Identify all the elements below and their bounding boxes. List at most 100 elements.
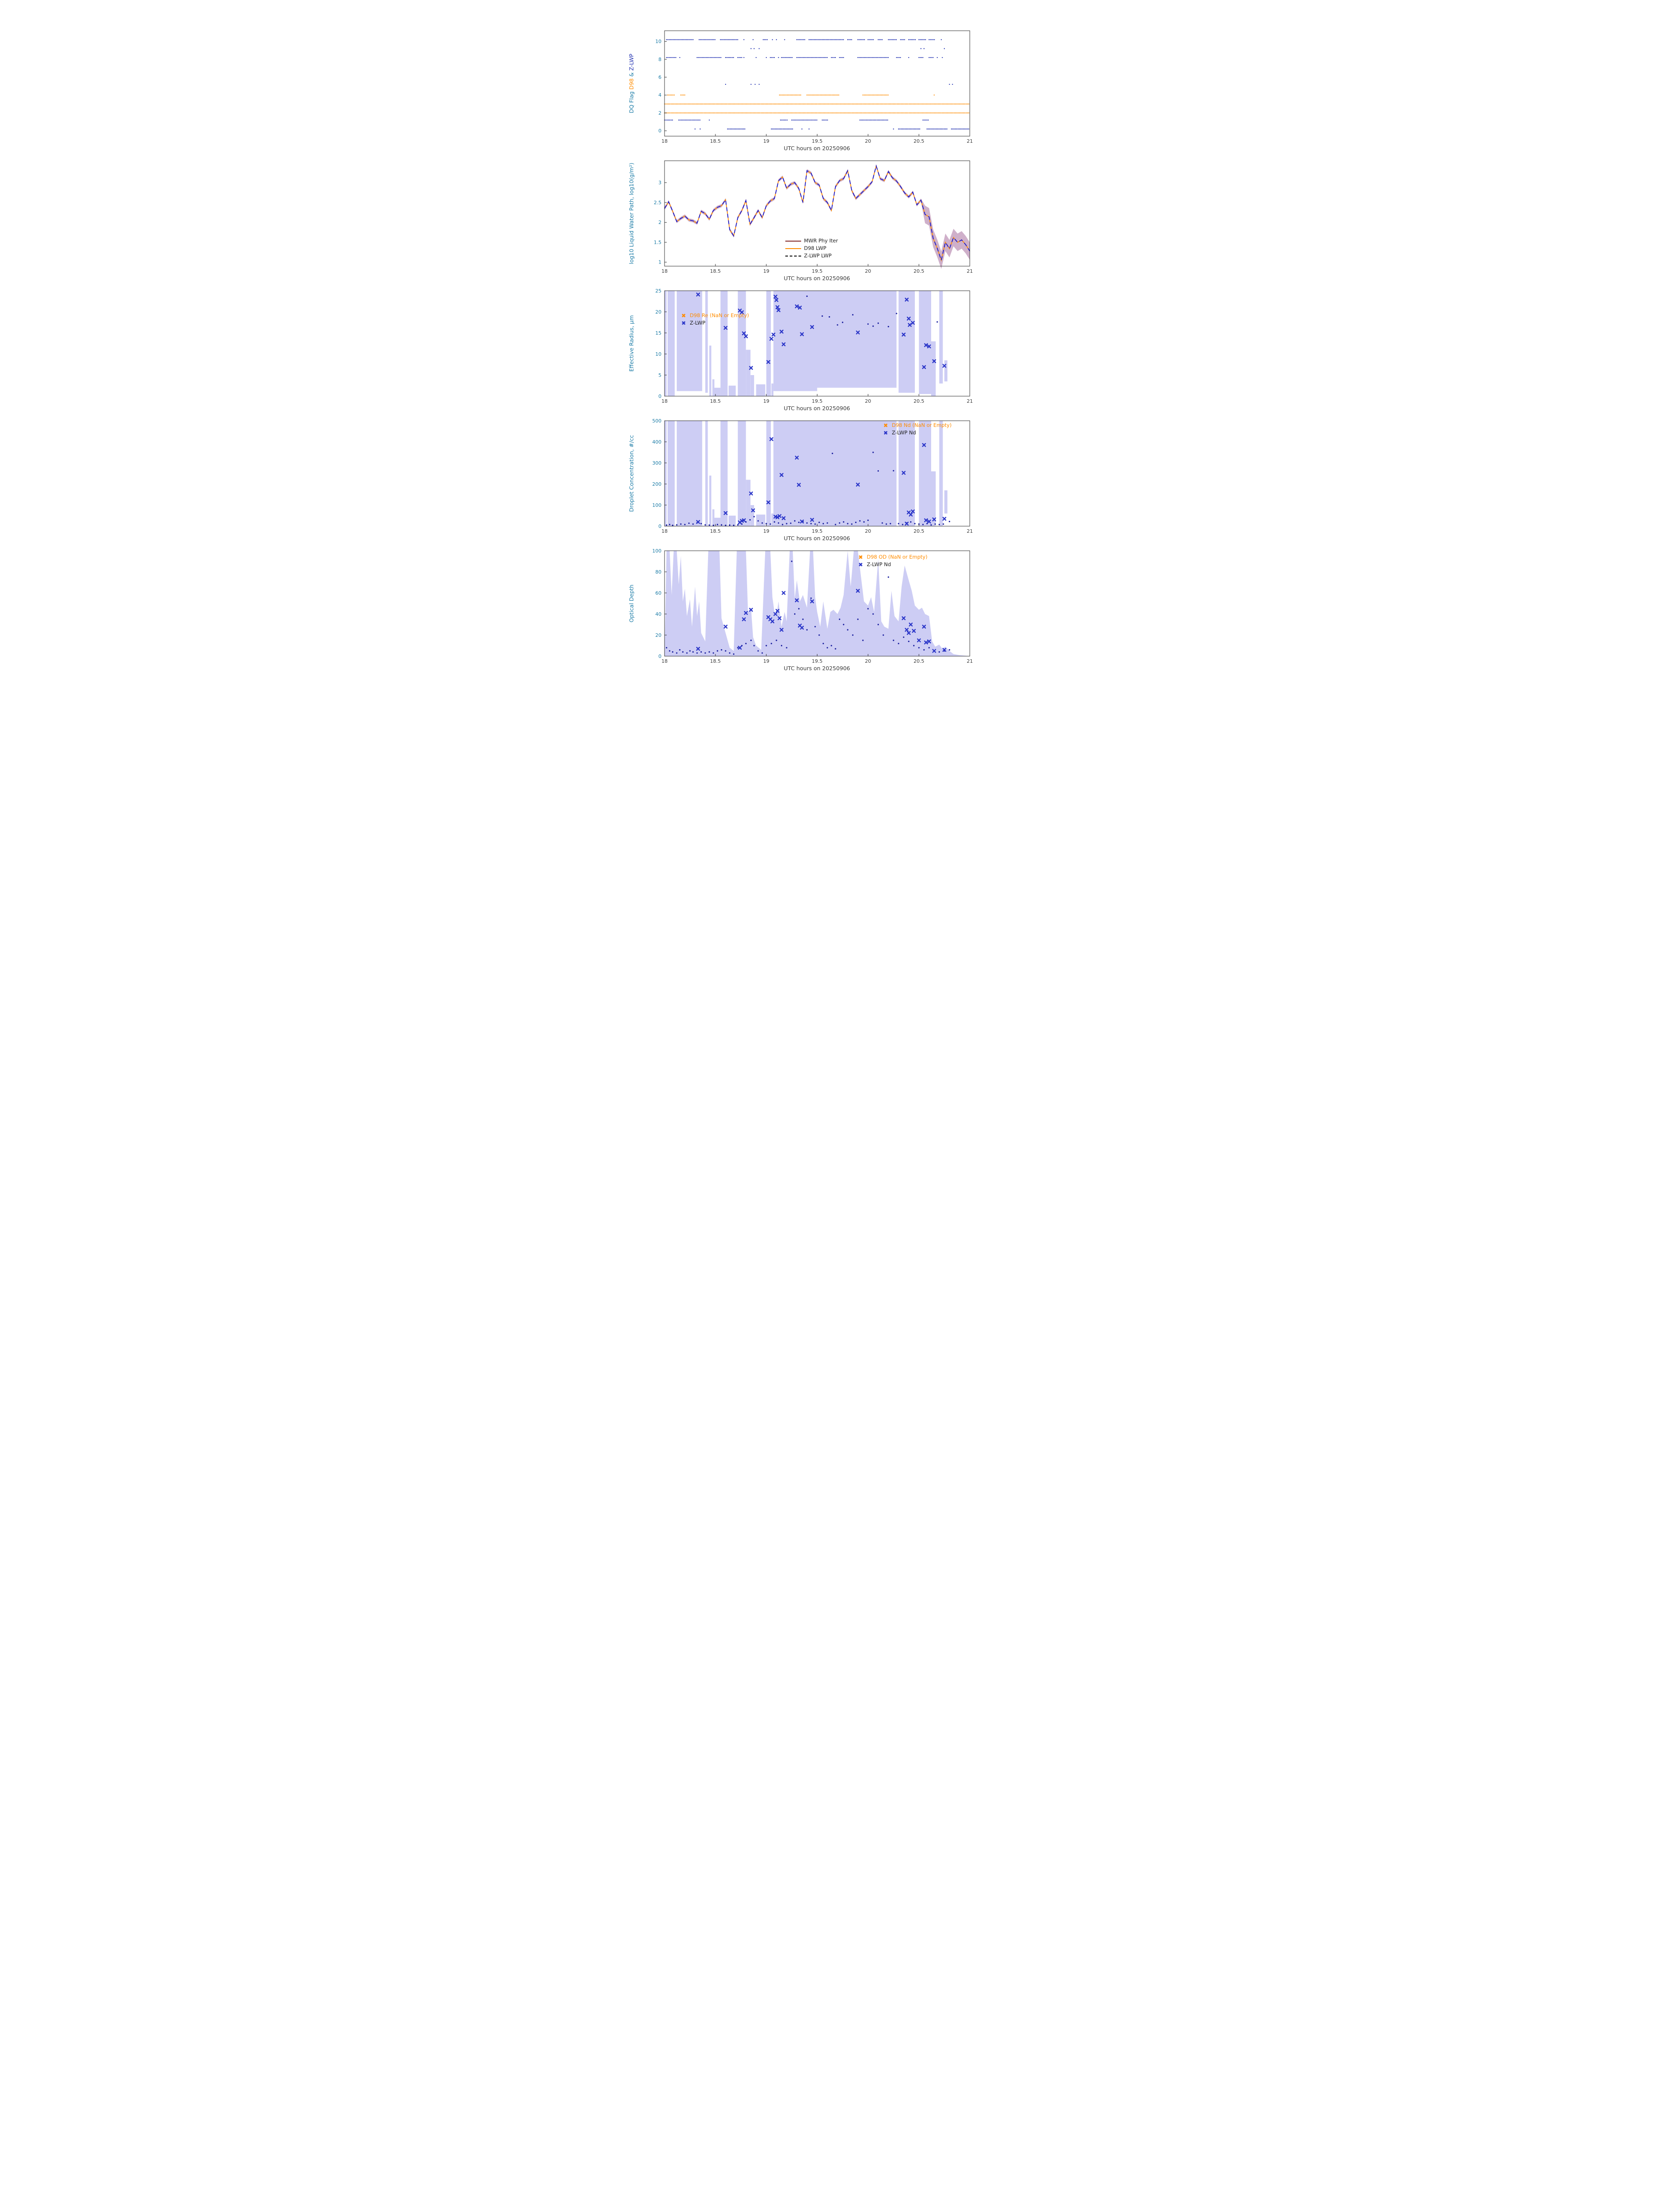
svg-text:18.5: 18.5: [710, 268, 721, 274]
svg-text:200: 200: [652, 481, 661, 487]
svg-text:Effective Radius, μm: Effective Radius, μm: [628, 315, 635, 372]
legend-item-d98-lwp: D98 LWP: [785, 245, 838, 252]
d98-line-sample-icon: [785, 248, 801, 249]
svg-text:500: 500: [652, 418, 661, 424]
optical-depth-plot-area: 18 18.5 19 19.5 20 20.5 21 0 20 40 60 80 100 Optical …: [628, 548, 973, 664]
svg-text:3: 3: [658, 180, 661, 186]
lwp-plot-area: 18 18.5 19 19.5 20 20.5 21 1 1.5 2 2.5 3 log10 Liqui…: [628, 160, 973, 274]
svg-text:19.5: 19.5: [812, 398, 823, 404]
lwp-legend: MWR Phy Iter D98 LWP Z-LWP LWP: [785, 237, 838, 260]
svg-text:20.5: 20.5: [913, 138, 924, 144]
svg-text:20: 20: [655, 309, 661, 315]
svg-text:21: 21: [967, 268, 973, 274]
effective-radius-x-axis-label: UTC hours on 20250906: [784, 405, 850, 412]
svg-text:20.5: 20.5: [913, 658, 924, 664]
svg-text:19: 19: [763, 138, 769, 144]
chart-droplet-concentration: 18 18.5 19 19.5 20 20.5 21 0 100 200 300 400 500 Drop…: [623, 415, 1058, 545]
svg-text:300: 300: [652, 460, 661, 466]
svg-text:19: 19: [763, 268, 769, 274]
droplet-concentration-legend: ✖ D98 Nd (NaN or Empty) ✖ Z-LWP Nd: [883, 422, 952, 437]
svg-text:1: 1: [658, 260, 661, 265]
svg-text:20: 20: [865, 398, 871, 404]
svg-text:20: 20: [655, 632, 661, 638]
svg-text:0: 0: [658, 654, 661, 659]
lwp-x-axis-label: UTC hours on 20250906: [784, 275, 850, 282]
svg-text:6: 6: [658, 75, 661, 80]
legend-item-mwr: MWR Phy Iter: [785, 237, 838, 245]
optical-depth-legend: ✖ D98 OD (NaN or Empty) ✖ Z-LWP Nd: [858, 553, 928, 568]
svg-text:2: 2: [658, 220, 661, 225]
orange-x-marker-icon: ✖: [858, 554, 863, 560]
svg-text:60: 60: [655, 590, 661, 596]
legend-label-d98-od: D98 OD (NaN or Empty): [867, 554, 928, 560]
dq-flag-plot-area: 18 18.5 19 19.5 20 20.5 21 0 2 4 6 8 10 DQ Flag D98 &…: [628, 30, 973, 144]
legend-label-d98-re: D98 Re (NaN or Empty): [690, 312, 749, 318]
chart-dq-flag: 18 18.5 19 19.5 20 20.5 21 0 2 4 6 8 10 DQ Flag D98 &…: [623, 25, 1058, 155]
chart-effective-radius: 18 18.5 19 19.5 20 20.5 21 0 5 10 15 20 25 Effective …: [623, 285, 1058, 415]
droplet-concentration-x-axis-label: UTC hours on 20250906: [784, 535, 850, 542]
blue-x-marker-icon: ✖: [681, 320, 686, 326]
svg-text:20: 20: [865, 658, 871, 664]
legend-item-d98-re: ✖ D98 Re (NaN or Empty): [681, 312, 749, 319]
svg-text:Optical Depth: Optical Depth: [628, 585, 635, 622]
optical-depth-x-axis-label: UTC hours on 20250906: [784, 665, 850, 672]
svg-text:100: 100: [652, 502, 661, 508]
svg-text:18.5: 18.5: [710, 658, 721, 664]
svg-text:18.5: 18.5: [710, 398, 721, 404]
svg-text:40: 40: [655, 611, 661, 617]
svg-text:18.5: 18.5: [710, 528, 721, 534]
svg-text:21: 21: [967, 398, 973, 404]
svg-text:21: 21: [967, 138, 973, 144]
legend-label-d98-nd: D98 Nd (NaN or Empty): [892, 422, 952, 428]
mwr-line-sample-icon: [785, 240, 801, 242]
svg-text:18.5: 18.5: [710, 138, 721, 144]
svg-text:19.5: 19.5: [812, 658, 823, 664]
legend-item-zlwp-lwp: Z-LWP LWP: [785, 252, 838, 260]
svg-text:8: 8: [658, 57, 661, 62]
svg-text:2.5: 2.5: [654, 200, 661, 206]
svg-text:20.5: 20.5: [913, 268, 924, 274]
chart-lwp: 18 18.5 19 19.5 20 20.5 21 1 1.5 2 2.5 3 log10 Liqui…: [623, 155, 1058, 285]
svg-text:0: 0: [658, 128, 661, 134]
svg-text:DQ Flag D98 & Z-LWP: DQ Flag D98 & Z-LWP: [628, 54, 635, 113]
legend-item-d98-od: ✖ D98 OD (NaN or Empty): [858, 553, 928, 561]
svg-text:19.5: 19.5: [812, 528, 823, 534]
svg-text:15: 15: [655, 330, 661, 336]
svg-text:log10 Liquid Water Path, log10: log10 Liquid Water Path, log10(g/m²): [628, 163, 635, 264]
legend-label-d98-lwp: D98 LWP: [804, 245, 827, 251]
svg-text:0: 0: [658, 524, 661, 529]
svg-text:18: 18: [661, 658, 668, 664]
effective-radius-legend: ✖ D98 Re (NaN or Empty) ✖ Z-LWP: [681, 312, 749, 327]
orange-x-marker-icon: ✖: [883, 422, 888, 429]
svg-text:19: 19: [763, 398, 769, 404]
svg-text:20: 20: [865, 268, 871, 274]
svg-text:19: 19: [763, 528, 769, 534]
figure-canvas: 18 18.5 19 19.5 20 20.5 21 0 2 4 6 8 10 DQ Flag D98 &…: [622, 0, 1058, 693]
svg-text:21: 21: [967, 658, 973, 664]
svg-text:19.5: 19.5: [812, 138, 823, 144]
orange-x-marker-icon: ✖: [681, 312, 686, 319]
legend-label-zlwp-od: Z-LWP Nd: [867, 561, 891, 567]
svg-text:0: 0: [658, 394, 661, 399]
svg-text:20.5: 20.5: [913, 528, 924, 534]
svg-text:18: 18: [661, 138, 668, 144]
svg-text:20: 20: [865, 138, 871, 144]
svg-text:18: 18: [661, 398, 668, 404]
svg-text:1.5: 1.5: [654, 240, 661, 246]
svg-text:10: 10: [655, 39, 661, 44]
svg-text:5: 5: [658, 372, 661, 378]
legend-label-zlwp-re: Z-LWP: [690, 320, 705, 326]
blue-x-marker-icon: ✖: [883, 430, 888, 436]
svg-text:19: 19: [763, 658, 769, 664]
legend-item-d98-nd: ✖ D98 Nd (NaN or Empty): [883, 422, 952, 429]
legend-item-zlwp-re: ✖ Z-LWP: [681, 319, 749, 327]
legend-label-mwr: MWR Phy Iter: [804, 238, 838, 244]
svg-text:21: 21: [967, 528, 973, 534]
legend-label-zlwp-lwp: Z-LWP LWP: [804, 253, 832, 259]
effective-radius-plot-area: 18 18.5 19 19.5 20 20.5 21 0 5 10 15 20 25 Effective …: [628, 288, 973, 404]
legend-label-zlwp-nd: Z-LWP Nd: [892, 430, 916, 436]
svg-text:Droplet Concentration, #/cc: Droplet Concentration, #/cc: [628, 435, 635, 512]
svg-text:4: 4: [658, 92, 661, 98]
svg-text:10: 10: [655, 351, 661, 357]
blue-x-marker-icon: ✖: [858, 561, 863, 568]
